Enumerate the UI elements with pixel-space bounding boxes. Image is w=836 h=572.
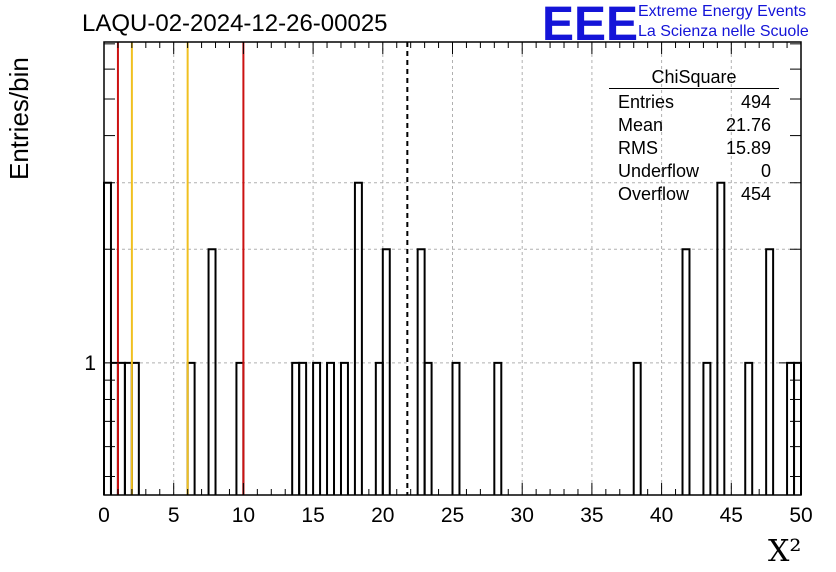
- x-tick-label: 25: [441, 504, 464, 527]
- histogram-bin: [493, 361, 503, 495]
- stats-label: Underflow: [618, 161, 700, 181]
- histogram-bin: [702, 361, 712, 495]
- x-tick-label: 35: [580, 504, 603, 527]
- histogram-bin: [632, 361, 642, 495]
- y-axis-label: Entries/bin: [4, 57, 34, 180]
- histogram-bars: [103, 181, 802, 495]
- histogram-bin: [298, 361, 308, 495]
- histogram-bin: [123, 361, 133, 495]
- logo-line-2: La Scienza nelle Scuole: [638, 23, 809, 40]
- histogram-bin: [312, 361, 322, 495]
- stats-row: Entries 494: [609, 91, 779, 114]
- histogram-bin: [116, 361, 126, 495]
- stats-label: Overflow: [618, 184, 690, 204]
- x-tick-label: 50: [789, 504, 812, 527]
- histogram-bin: [451, 361, 461, 495]
- eee-logo: EEE: [542, 0, 642, 51]
- stats-row: Underflow 0: [609, 160, 779, 183]
- stats-value: 15.89: [725, 138, 771, 158]
- logo-line-1: Extreme Energy Events: [638, 3, 807, 20]
- histogram-bin: [765, 248, 775, 495]
- stats-label: RMS: [618, 138, 658, 158]
- x-tick-label: 20: [371, 504, 394, 527]
- y-axis-ticks: 1: [84, 43, 801, 478]
- histogram-bin: [291, 361, 301, 495]
- histogram-bin: [339, 361, 349, 495]
- stats-value: 494: [740, 92, 771, 112]
- x-tick-label: 30: [511, 504, 534, 527]
- stats-box: ChiSquare Entries 494 Mean 21.76 RMS 15.89 Und…: [609, 66, 779, 206]
- chart-title: LAQU-02-2024-12-26-00025: [82, 10, 388, 37]
- histogram-bin: [326, 361, 336, 495]
- x-axis-ticks: 0 5 10 15 20 25 30 35 40 45 50: [98, 42, 813, 527]
- histogram-bin: [353, 181, 363, 495]
- histogram-bin: [681, 248, 691, 495]
- logo-mark: EEE: [542, 0, 638, 44]
- stats-row: RMS 15.89: [609, 137, 779, 160]
- histogram-bin: [130, 361, 140, 495]
- histogram-bin: [416, 248, 426, 495]
- stats-value: 21.76: [725, 115, 771, 135]
- x-axis-label: X²: [768, 534, 802, 569]
- histogram-bin: [423, 361, 433, 495]
- x-tick-label: 45: [720, 504, 743, 527]
- histogram-bin: [793, 361, 802, 495]
- histogram-bin: [103, 181, 112, 495]
- x-tick-label: 5: [168, 504, 180, 527]
- x-tick-label: 15: [301, 504, 324, 527]
- stats-row: Mean 21.76: [609, 114, 779, 137]
- histogram-bin: [374, 361, 384, 495]
- stats-value: 0: [760, 161, 771, 181]
- histogram-bin: [109, 361, 119, 495]
- stats-label: Mean: [618, 115, 664, 135]
- histogram-bin: [381, 248, 391, 495]
- histogram-bin: [207, 248, 217, 495]
- histogram-bin: [786, 361, 796, 495]
- histogram-bin: [186, 361, 196, 495]
- histogram-bin: [235, 361, 245, 495]
- x-tick-label: 40: [650, 504, 673, 527]
- stats-title: ChiSquare: [609, 66, 779, 89]
- y-tick-label: 1: [84, 352, 96, 375]
- stats-row: Overflow 454: [609, 183, 779, 206]
- logo-caption: Extreme Energy Events La Scienza nelle S…: [638, 2, 809, 42]
- histogram-bin: [744, 361, 754, 495]
- reference-lines: [116, 42, 409, 495]
- stats-label: Entries: [618, 92, 675, 112]
- x-tick-label: 10: [232, 504, 255, 527]
- x-tick-label: 0: [98, 504, 110, 527]
- stats-value: 454: [740, 184, 771, 204]
- histogram-bin: [716, 181, 726, 495]
